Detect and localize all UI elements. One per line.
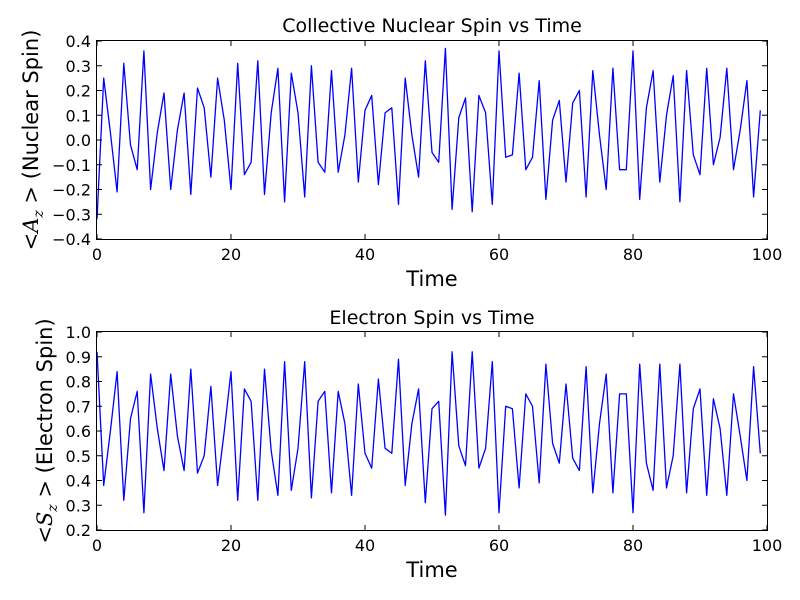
x-tick-label: 80 [623, 245, 643, 264]
y-tick-label: 0.3 [66, 57, 91, 76]
y-tick-label: 0.1 [66, 106, 91, 125]
y-axis-label-close: > [33, 480, 57, 504]
y-tick-label: −0.1 [52, 156, 91, 175]
y-tick-label: 0.4 [66, 472, 91, 491]
series-line [96, 351, 761, 516]
x-tick-label: 80 [623, 536, 643, 555]
y-tick-label: 0.9 [66, 348, 91, 367]
y-axis-label-close: > [19, 186, 43, 210]
chart-title: Collective Nuclear Spin vs Time [282, 15, 582, 37]
y-ticks-group: 0.4 0.3 0.2 0.1 0.0 −0.1 −0.2 −0.3 −0.4 [52, 32, 767, 249]
y-axis-label-symbol: <S [33, 512, 57, 544]
x-axis-label: Time [405, 558, 457, 582]
x-tick-label: 20 [221, 245, 241, 264]
y-axis-label-subscript: z [31, 210, 47, 219]
y-tick-label: 0.3 [66, 496, 91, 515]
plot-series-group [96, 47, 761, 220]
x-ticks-group: 0 20 40 60 80 100 [92, 41, 782, 264]
y-tick-label: 0.6 [66, 422, 91, 441]
y-ticks-group: 1.0 0.9 0.8 0.7 0.6 0.5 0.4 0.3 0.2 [66, 323, 767, 540]
y-tick-label: 0.2 [66, 521, 91, 540]
x-tick-label: 0 [92, 536, 102, 555]
plot-frame [96, 40, 768, 240]
x-axis-label: Time [405, 267, 457, 291]
y-tick-label: 0.5 [66, 447, 91, 466]
y-axis-label: <Az > (Nuclear Spin) [19, 30, 47, 251]
x-tick-label: 60 [489, 245, 509, 264]
y-axis-label-subscript: z [45, 504, 61, 513]
y-tick-label: 0.7 [66, 397, 91, 416]
y-axis-label-symbol: <A [19, 218, 43, 251]
x-tick-label: 40 [355, 245, 375, 264]
x-tick-label: 60 [489, 536, 509, 555]
x-tick-label: 40 [355, 536, 375, 555]
plot-frame [96, 331, 768, 531]
y-tick-label: −0.4 [52, 230, 91, 249]
x-ticks-group: 0 20 40 60 80 100 [92, 332, 782, 555]
subplot-electron-spin: Electron Spin vs Time 0 20 40 60 80 100 1.0 0.… [33, 307, 782, 582]
y-tick-label: −0.3 [52, 205, 91, 224]
y-tick-label: 0.0 [66, 131, 91, 150]
y-tick-label: 1.0 [66, 323, 91, 342]
y-tick-label: 0.4 [66, 32, 91, 51]
y-axis-label: <Sz > (Electron Spin) [33, 318, 61, 543]
y-axis-label-text: (Electron Spin) [33, 318, 57, 480]
chart-title: Electron Spin vs Time [329, 307, 534, 329]
y-tick-label: 0.8 [66, 373, 91, 392]
series-line [96, 47, 761, 220]
x-tick-label: 100 [752, 536, 783, 555]
y-tick-label: 0.2 [66, 82, 91, 101]
plot-series-group [96, 351, 761, 516]
x-tick-label: 100 [752, 245, 783, 264]
y-axis-label-text: (Nuclear Spin) [19, 30, 43, 186]
x-tick-label: 0 [92, 245, 102, 264]
y-tick-label: −0.2 [52, 181, 91, 200]
subplot-nuclear-spin: Collective Nuclear Spin vs Time 0 20 40 60 8… [19, 15, 782, 291]
x-tick-label: 20 [221, 536, 241, 555]
